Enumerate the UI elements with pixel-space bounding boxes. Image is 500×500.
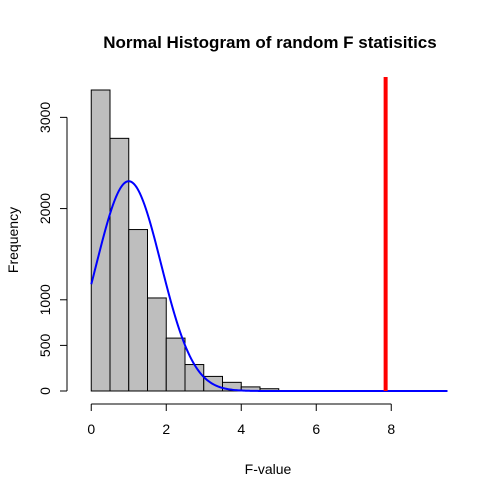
y-axis: 0 500 1000 2000 3000 [37,102,68,395]
x-axis-label: F-value [245,461,292,477]
normal-curve [90,180,448,392]
x-axis: 0 2 4 6 8 [87,403,395,437]
histogram-bar-0 [90,89,111,392]
x-tick-label-0: 0 [87,421,95,437]
histogram-bar-2 [128,229,148,392]
x-tick-label-6: 6 [312,421,320,437]
x-tick-label-2: 2 [162,421,170,437]
histogram-bar-3 [147,297,167,392]
normal-curve-layer [90,180,448,392]
y-tick-label-3000: 3000 [37,102,53,133]
y-tick-label-0: 0 [37,387,53,395]
x-tick-label-4: 4 [237,421,245,437]
y-axis-label: Frequency [5,207,21,273]
histogram-bar-1 [109,137,130,392]
histogram-bar-5 [184,364,205,392]
y-tick-label-500: 500 [37,334,53,358]
y-tick-label-1000: 1000 [37,284,53,315]
chart-title: Normal Histogram of random F statisitics [103,33,436,52]
histogram-bars [90,89,280,392]
histogram-bar-4 [165,337,186,392]
x-tick-label-8: 8 [387,421,395,437]
y-tick-label-2000: 2000 [37,193,53,224]
